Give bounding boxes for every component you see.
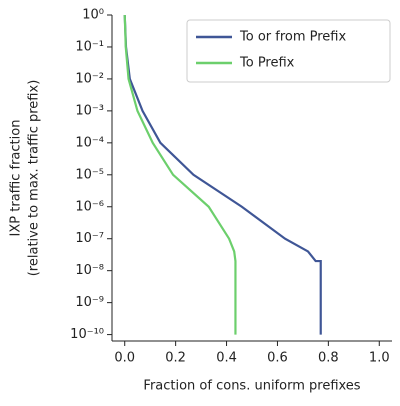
x-tick-label: 0.4 [216,351,237,366]
y-tick-label: 10⁻⁴ [75,135,104,150]
x-tick-label: 0.8 [318,351,339,366]
y-tick-label: 10⁻⁶ [75,199,104,214]
series-line [123,14,237,335]
y-tick-label: 10⁻⁹ [75,295,104,310]
x-tick-label: 0.0 [114,351,135,366]
legend-box [186,19,391,83]
x-axis-label: Fraction of cons. uniform prefixes [143,379,360,394]
y-tick-label: 10⁻⁷ [75,231,104,246]
x-tick-label: 1.0 [369,351,390,366]
y-tick-label: 10⁻¹ [75,39,104,54]
y-tick-label: 10⁻⁵ [75,167,104,182]
y-axis-label: (relative to max. traffic prefix) [27,80,42,277]
x-tick-label: 0.6 [267,351,288,366]
legend-label: To or from Prefix [239,30,346,45]
y-tick-label: 10⁻⁸ [75,263,104,278]
y-tick-label: 10⁻² [75,71,104,86]
y-tick-label: 10⁰ [82,8,104,23]
y-axis-label: IXP traffic fraction [9,120,24,237]
legend-label: To Prefix [239,56,295,71]
y-tick-label: 10⁻³ [75,103,104,118]
x-tick-label: 0.2 [165,351,186,366]
y-tick-label: 10⁻¹⁰ [70,327,104,342]
